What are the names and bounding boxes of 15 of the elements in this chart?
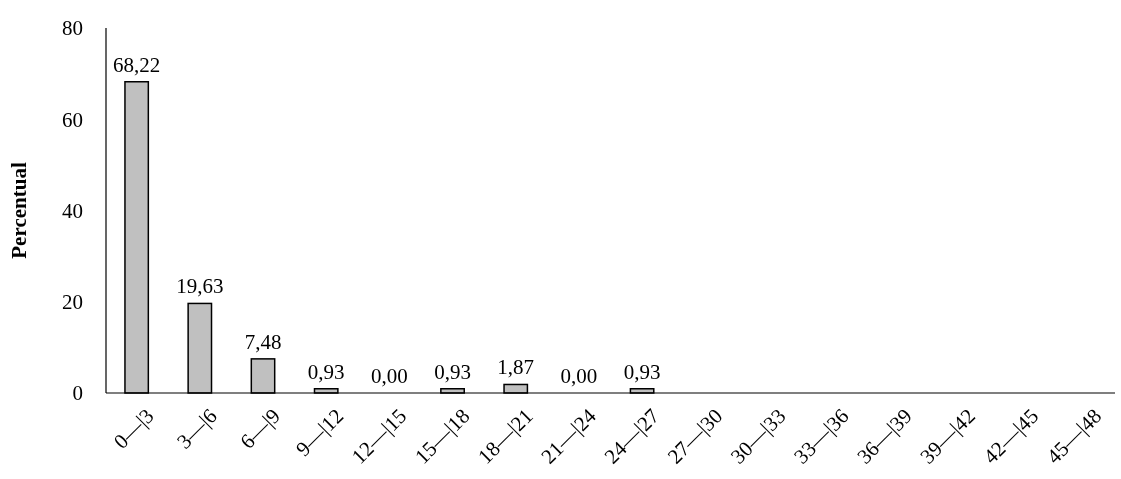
data-label: 68,22 bbox=[113, 52, 161, 77]
y-tick-label: 80 bbox=[62, 16, 83, 41]
data-label: 0,93 bbox=[623, 359, 661, 384]
data-label: 7,48 bbox=[244, 329, 282, 354]
data-label: 0,00 bbox=[370, 364, 408, 388]
y-tick-label: 40 bbox=[62, 198, 83, 223]
y-tick-label: 0 bbox=[72, 381, 83, 406]
data-label: 0,00 bbox=[560, 364, 598, 388]
y-axis-title: Percentual bbox=[7, 162, 31, 259]
y-tick-label: 20 bbox=[62, 290, 83, 315]
y-tick-label: 60 bbox=[62, 107, 83, 132]
data-label: 0,93 bbox=[307, 359, 345, 384]
data-label: 19,63 bbox=[176, 274, 224, 299]
data-label: 0,93 bbox=[434, 359, 471, 384]
data-label: 1,87 bbox=[497, 355, 535, 380]
